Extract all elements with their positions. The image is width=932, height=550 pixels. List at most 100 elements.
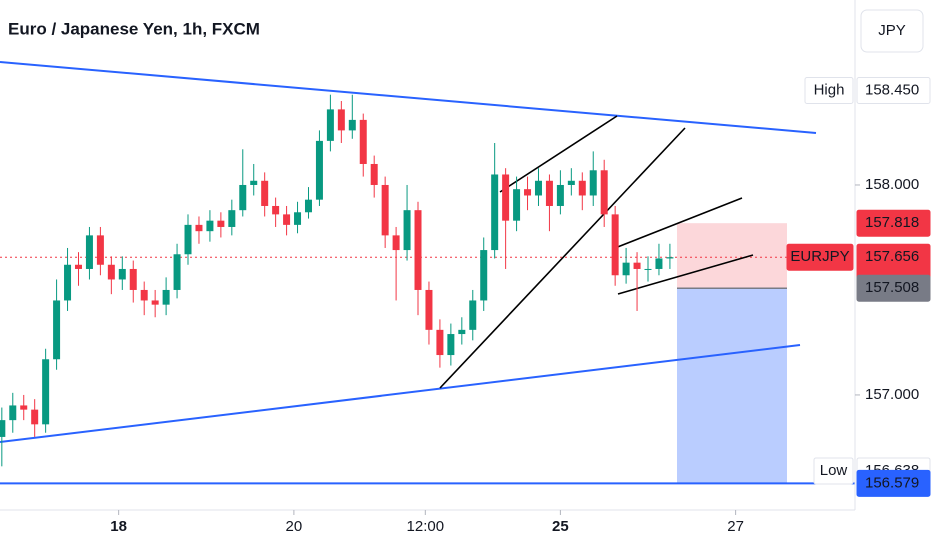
price-tag-box [813,457,854,485]
x-tick-label: 25 [552,518,569,535]
x-tick-label: 20 [286,518,303,535]
candle-body [118,268,126,280]
currency[interactable]: JPY [878,22,906,39]
candle-body [480,250,488,301]
price-tag: Low [820,462,848,479]
candle-body [304,199,312,213]
currency-button[interactable] [860,9,924,53]
trend-line [614,197,743,249]
candles [0,94,674,467]
candle-body [622,262,630,276]
candle-body [74,264,82,269]
candle-body [140,289,148,301]
position-tool [0,223,855,485]
candle-body [359,119,367,164]
candle-body [414,210,422,290]
price-label: 157.508 [865,279,919,296]
candle-body [96,235,104,265]
candle-body [107,264,115,280]
price-tag: EURJPY [790,248,849,265]
chart-title: Euro / Japanese Yen, 1h, FXCM [8,19,260,38]
candle-body [589,170,597,196]
candle-body [53,300,61,360]
price-label: 156.579 [865,474,919,491]
candle-body [392,235,400,251]
candle-body [85,235,93,269]
candle-body [250,180,258,185]
candle-body [261,180,269,206]
candle-body [611,214,619,276]
candle-body [600,170,608,215]
price-label-box [856,209,931,237]
axes: 157.000 158.000 18 20 12:00 25 27 [110,176,919,535]
candle-body [239,184,247,211]
candle-body [151,300,159,305]
candle-body [195,224,203,232]
candle-body [578,180,586,196]
candle-body [513,189,521,221]
candle-body [655,258,663,269]
y-tick-label: 158.000 [865,176,919,193]
target-zone [677,288,787,484]
candle-body [644,268,652,270]
trend-line [617,254,754,295]
candle-body [315,140,323,200]
trend-line [0,344,801,443]
candle-body [326,109,334,141]
candle-body [272,205,280,215]
price-label: 157.656 [865,248,919,265]
y-tick-label: 157.000 [865,386,919,403]
price-label-box [856,274,931,302]
candle-body [162,289,170,305]
price-label: 158.450 [865,81,919,98]
candle-body [403,210,411,251]
candle-body [228,210,236,227]
trend-line [499,115,618,193]
candle-body [556,184,564,206]
price-tag-box [804,76,854,104]
trend-line [439,127,686,389]
candle-body [173,254,181,290]
candle-body [31,409,39,425]
candle-body [491,174,499,251]
candle-body [283,214,291,225]
candle-body [0,420,6,437]
candle-body [9,405,17,421]
candle-body [370,163,378,185]
stop-zone [677,223,787,289]
candle-body [524,189,532,196]
candle-body [348,119,356,131]
candle-body [534,180,542,196]
x-tick-label: 27 [727,518,744,535]
candle-body [64,264,72,301]
candle-body [337,109,345,131]
candle-body [129,268,137,290]
candle-body [42,359,50,425]
candle-body [425,289,433,330]
candle-body [502,174,510,221]
candle-body [294,212,302,225]
candle-body [184,224,192,255]
candle-body [217,220,225,227]
candle-body [447,334,455,356]
price-label-box [856,76,931,104]
price-labels: 158.450High157.818157.65642:03EURJPY157.… [786,76,931,497]
candle-body [436,329,444,356]
candle-body [206,220,214,232]
candle-body [381,184,389,236]
price-tag-box [786,243,854,271]
candle-body [567,180,575,185]
price-label-box [856,469,931,497]
candle-body [666,257,674,259]
candle-body [545,180,553,206]
candle-body [20,405,28,410]
candle-body [633,262,641,269]
candle-body [469,300,477,330]
price-label: 157.818 [865,214,919,231]
price-tag: High [814,81,845,98]
x-tick-label: 18 [110,518,127,535]
x-tick-label: 12:00 [407,518,445,535]
candle-body [458,329,466,335]
